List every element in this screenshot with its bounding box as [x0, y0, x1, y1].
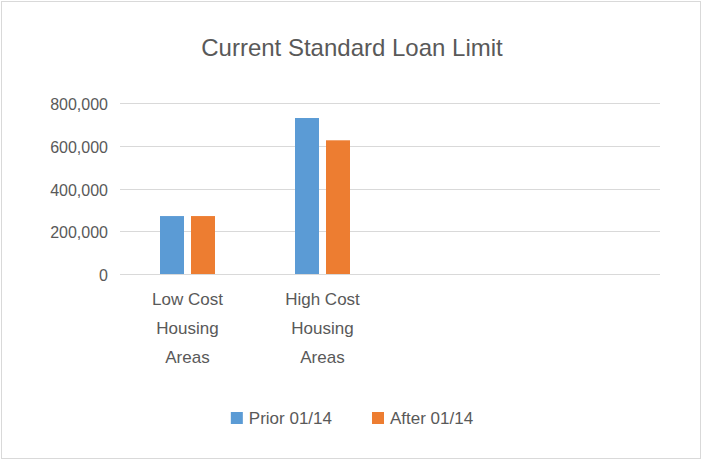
x-tick-label-line: Areas [300, 348, 344, 367]
bar [326, 140, 350, 274]
y-tick-label: 400,000 [50, 182, 108, 199]
y-tick-label: 600,000 [50, 139, 108, 156]
y-tick-label: 0 [99, 267, 108, 284]
legend-label: After 01/14 [390, 409, 473, 428]
legend-swatch [372, 412, 384, 424]
legend-label: Prior 01/14 [249, 409, 332, 428]
bar [295, 118, 319, 274]
grid-line [120, 146, 660, 147]
legend: Prior 01/14 After 01/14 [231, 409, 473, 428]
bars [160, 118, 350, 274]
y-tick-label: 800,000 [50, 96, 108, 113]
grid-line [120, 189, 660, 190]
chart-frame [2, 2, 701, 459]
x-tick-label-line: Housing [291, 319, 353, 338]
bar [160, 216, 184, 274]
x-tick-label-line: Areas [165, 348, 209, 367]
grid-line [120, 274, 660, 275]
x-tick-label: High Cost Housing Areas [285, 290, 360, 367]
bar [191, 216, 215, 274]
legend-swatch [231, 412, 243, 424]
grid-line [120, 103, 660, 104]
x-tick-label: Low Cost Housing Areas [152, 290, 223, 367]
x-tick-label-line: Low Cost [152, 290, 223, 309]
x-tick-label-line: High Cost [285, 290, 360, 309]
chart-title: Current Standard Loan Limit [201, 34, 503, 61]
y-tick-label: 200,000 [50, 224, 108, 241]
x-tick-label-line: Housing [156, 319, 218, 338]
chart: Current Standard Loan Limit 0 200,000 400,0… [0, 0, 703, 461]
